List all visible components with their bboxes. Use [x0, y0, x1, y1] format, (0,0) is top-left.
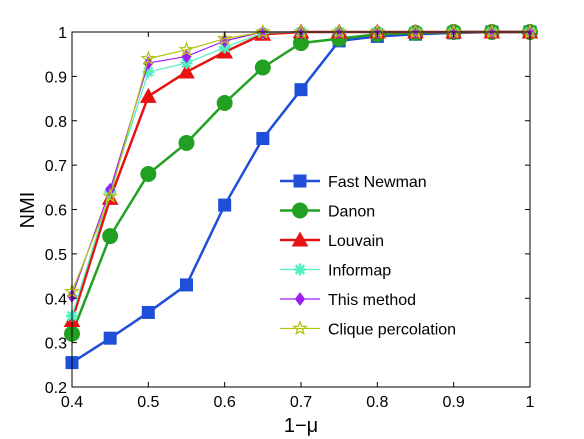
legend: Fast Newman Danon Louvain Informap This meth…: [280, 174, 456, 339]
data-point-fast-newman-shape: [141, 305, 155, 319]
data-point-fast-newman: [256, 132, 270, 145]
legend-marker-shape: [294, 292, 306, 306]
x-axis-label: 1−μ: [284, 415, 318, 437]
y-tick-label: 0.9: [45, 69, 67, 86]
data-point-fast-newman: [141, 305, 155, 319]
data-point-clique-percolation-shape: [140, 50, 157, 66]
legend-label: Clique percolation: [328, 322, 456, 339]
data-point-danon-shape: [140, 166, 157, 182]
data-point-clique-percolation-shape: [407, 23, 424, 39]
data-point-louvain: [139, 87, 157, 103]
data-point-clique-percolation-shape: [178, 41, 195, 57]
y-tick-label: 0.4: [45, 291, 67, 308]
y-tick-label: 0.2: [45, 380, 67, 397]
data-point-clique-percolation: [407, 23, 424, 39]
legend-marker: [292, 320, 308, 336]
data-point-fast-newman: [218, 198, 232, 212]
legend-marker: [294, 292, 306, 306]
legend-marker-shape: [292, 202, 308, 219]
data-point-fast-newman-shape: [256, 132, 270, 145]
legend-marker-shape: [294, 263, 306, 276]
data-point-fast-newman: [103, 331, 117, 345]
data-point-danon-shape: [254, 59, 271, 76]
data-point-louvain: [178, 63, 195, 79]
data-point-clique-percolation: [483, 23, 500, 39]
data-point-louvain-shape: [178, 63, 195, 79]
y-tick-label: 0.7: [45, 158, 67, 175]
data-point-informap-shape: [142, 65, 155, 78]
legend-label: Danon: [328, 204, 375, 221]
data-point-clique-percolation: [102, 187, 119, 203]
legend-label: Informap: [328, 263, 391, 280]
legend-marker: [293, 174, 307, 188]
y-tick-label: 0.8: [45, 114, 67, 131]
data-point-clique-percolation-shape: [102, 187, 119, 203]
data-point-fast-newman-shape: [180, 278, 193, 292]
axes-layer: 0.4 0.5 0.6 0.7 0.8 0.9 1 0.2 0.3 0.4 0.5 0.6 0.7 0.8…: [45, 25, 535, 411]
data-point-clique-percolation-shape: [483, 23, 500, 39]
data-point-fast-newman-shape: [294, 83, 308, 97]
legend-label: Louvain: [328, 233, 384, 250]
legend-marker-shape: [293, 174, 307, 188]
legend-label: Fast Newman: [328, 174, 427, 191]
data-point-clique-percolation: [178, 41, 195, 57]
data-point-fast-newman-shape: [218, 198, 232, 212]
data-point-danon: [140, 166, 157, 182]
x-tick-label: 0.5: [137, 394, 159, 411]
data-point-clique-percolation: [216, 30, 233, 46]
data-point-clique-percolation: [331, 23, 348, 39]
data-point-clique-percolation: [140, 50, 157, 66]
x-tick-label: 0.7: [290, 394, 312, 411]
legend-marker: [291, 231, 309, 247]
data-point-clique-percolation-shape: [331, 23, 348, 39]
y-tick-label: 0.3: [45, 336, 67, 353]
legend-marker: [292, 202, 308, 219]
x-tick-label: 0.8: [366, 394, 388, 411]
x-tick-label: 0.6: [214, 394, 236, 411]
data-point-danon-shape: [102, 228, 119, 245]
data-point-louvain-shape: [139, 87, 157, 103]
data-point-danon: [102, 228, 119, 245]
y-tick-label: 0.6: [45, 203, 67, 220]
data-point-clique-percolation-shape: [254, 23, 271, 39]
data-point-danon: [216, 95, 233, 111]
data-point-danon-shape: [216, 95, 233, 111]
data-point-clique-percolation-shape: [216, 30, 233, 46]
legend-marker: [294, 263, 306, 276]
x-tick-label: 0.4: [61, 394, 83, 411]
legend-label: This method: [328, 292, 416, 309]
data-point-danon: [178, 134, 195, 151]
data-point-fast-newman: [294, 83, 308, 97]
legend-item-clique-percolation: Clique percolation: [280, 320, 456, 339]
legend-marker-shape: [291, 231, 309, 247]
x-tick-label: 1: [526, 394, 535, 411]
data-point-fast-newman: [180, 278, 193, 292]
x-tick-label: 0.9: [443, 394, 465, 411]
data-point-informap: [142, 65, 155, 78]
data-point-clique-percolation: [254, 23, 271, 39]
legend-item-informap: Informap: [280, 263, 391, 280]
legend-marker-shape: [292, 320, 308, 336]
y-axis-label: NMI: [17, 192, 39, 229]
data-point-fast-newman-shape: [103, 331, 117, 345]
data-point-danon-shape: [178, 134, 195, 151]
y-tick-label: 0.5: [45, 247, 67, 264]
legend-item-louvain: Louvain: [280, 231, 384, 250]
data-point-danon: [254, 59, 271, 76]
y-tick-label: 1: [58, 25, 67, 42]
legend-item-danon: Danon: [280, 202, 375, 221]
legend-item-this-method: This method: [280, 292, 416, 309]
legend-item-fast-newman: Fast Newman: [280, 174, 427, 191]
